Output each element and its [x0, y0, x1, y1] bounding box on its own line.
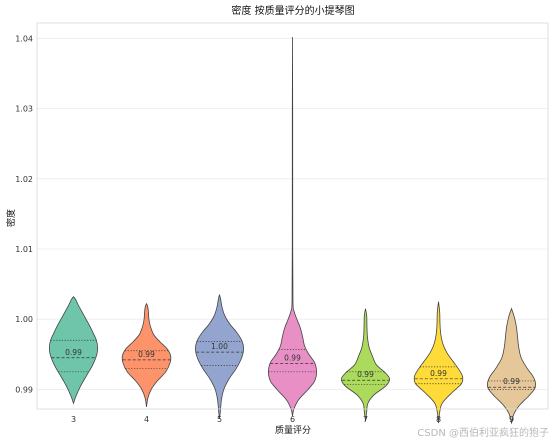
- median-label: 1.00: [211, 342, 228, 351]
- y-tick-label: 1.04: [15, 34, 33, 43]
- violin-5: 1.00: [195, 294, 244, 419]
- violin-9: 0.99: [486, 307, 537, 425]
- y-tick-label: 1.00: [15, 315, 33, 324]
- violin-8: 0.99: [413, 301, 464, 424]
- x-tick-label: 3: [71, 415, 76, 424]
- y-tick-label: 1.03: [15, 105, 33, 114]
- x-axis-label: 质量评分: [275, 424, 311, 436]
- median-label: 0.99: [138, 350, 155, 359]
- median-label: 0.99: [284, 353, 301, 362]
- y-tick-label: 0.99: [15, 385, 33, 394]
- median-label: 0.99: [430, 369, 447, 378]
- y-axis-label: 密度: [5, 209, 17, 227]
- plot-frame: [36, 22, 549, 410]
- violin-body: [121, 302, 172, 407]
- x-tick-label: 7: [363, 415, 368, 424]
- violin-body: [195, 294, 244, 419]
- violin-body: [486, 307, 537, 425]
- chart-title: 密度 按质量评分的小提琴图: [231, 4, 354, 17]
- violin-body: [413, 301, 464, 424]
- median-label: 0.99: [65, 348, 82, 357]
- x-tick-label: 6: [290, 415, 295, 424]
- x-tick-label: 4: [144, 415, 149, 424]
- x-tick-label: 5: [217, 415, 222, 424]
- median-label: 0.99: [503, 377, 520, 386]
- y-tick-label: 1.02: [15, 175, 33, 184]
- violin-4: 0.99: [121, 302, 172, 407]
- violin-7: 0.99: [340, 308, 391, 421]
- violins: 0.99 0.99 1.00 0.99 0.99 0.99 0.99: [48, 37, 537, 425]
- violin-6: 0.99: [268, 37, 317, 417]
- x-tick-labels: 3 4 5 6 7 8 9: [71, 415, 514, 424]
- violin-body: [340, 308, 391, 421]
- violin-body: [268, 37, 317, 417]
- violin-body: [48, 296, 99, 405]
- y-tick-label: 1.01: [15, 245, 33, 254]
- median-label: 0.99: [357, 370, 374, 379]
- violin-3: 0.99: [48, 296, 99, 405]
- watermark: CSDN @西伯利亚疯狂的狍子: [417, 426, 549, 439]
- y-tick-labels: 0.99 1.00 1.01 1.02 1.03 1.04: [15, 34, 33, 394]
- x-tick-label: 9: [509, 415, 514, 424]
- x-tick-label: 8: [436, 415, 441, 424]
